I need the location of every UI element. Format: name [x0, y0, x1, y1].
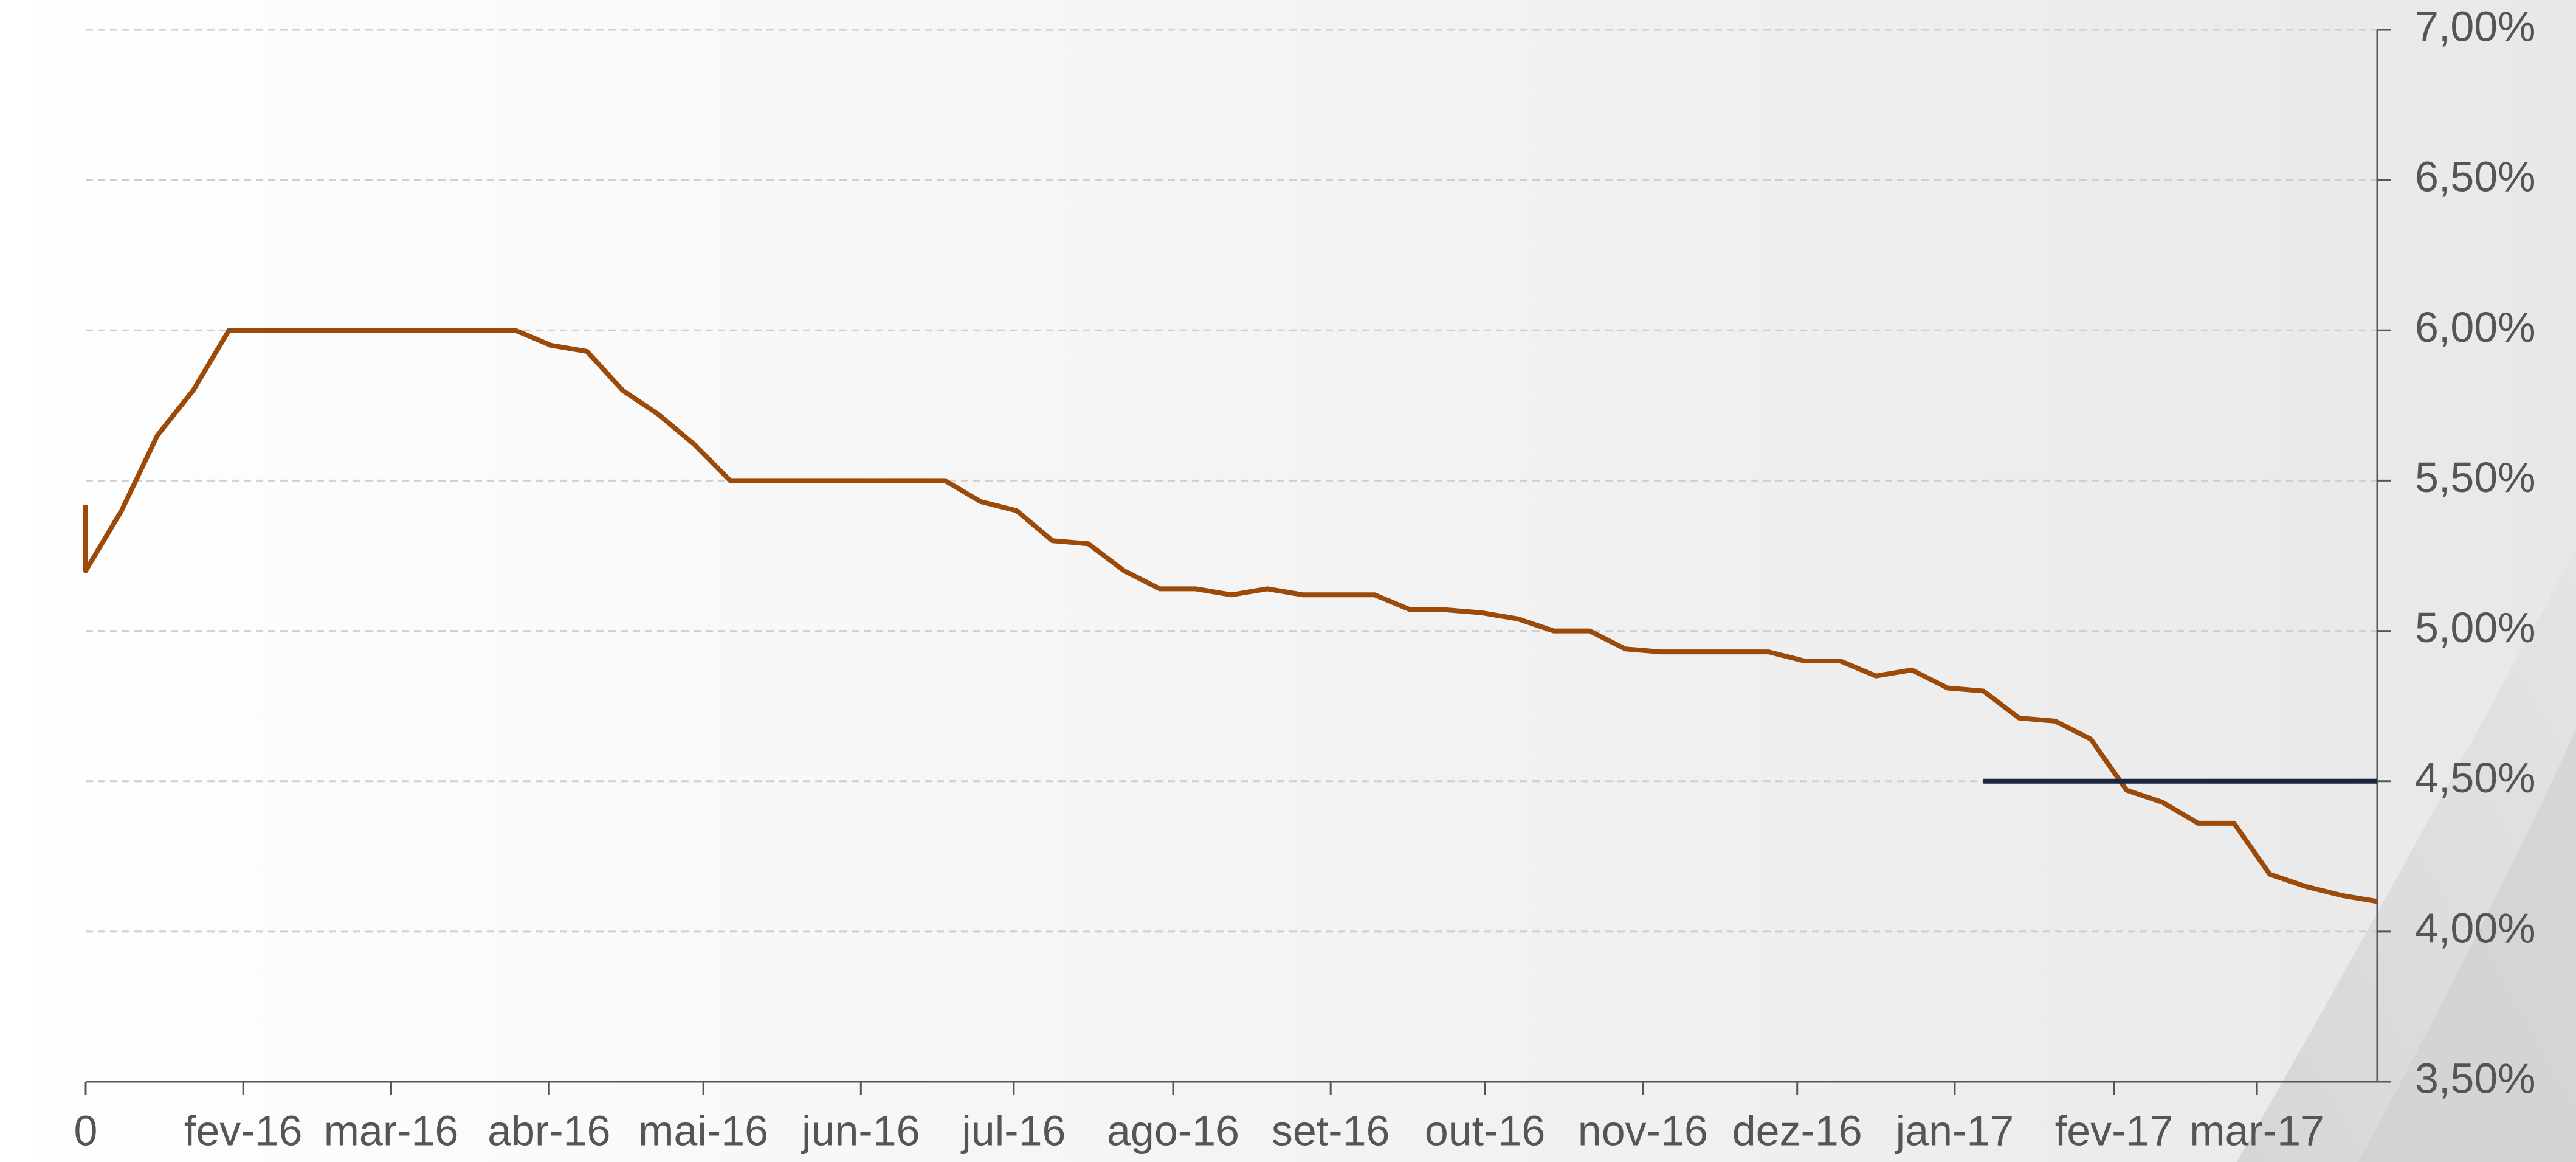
x-tick-label: abr-16 [487, 1107, 610, 1154]
x-tick-label: jan-17 [1895, 1107, 2014, 1154]
x-tick-label: fev-16 [184, 1107, 303, 1154]
decoration [2358, 730, 2576, 1162]
y-tick-label: 4,00% [2415, 904, 2535, 952]
x-tick-label: mai-16 [638, 1107, 768, 1154]
x-tick-label: mar-17 [2189, 1107, 2324, 1154]
x-tick-label: set-16 [1272, 1107, 1390, 1154]
series-line [83, 328, 2378, 904]
x-tick-label: fev-17 [2055, 1107, 2174, 1154]
x-tick-label: out-16 [1425, 1107, 1545, 1154]
y-tick-label: 5,00% [2415, 604, 2535, 651]
x-tick-label: jul-16 [960, 1107, 1066, 1154]
y-tick-label: 6,00% [2415, 303, 2535, 351]
x-tick-label: mar-16 [324, 1107, 459, 1154]
x-tick-label: ago-16 [1107, 1107, 1239, 1154]
y-tick-label: 6,50% [2415, 153, 2535, 201]
x-tick-label: jun-16 [801, 1107, 920, 1154]
y-tick-label: 7,00% [2415, 2, 2535, 50]
x-tick-label: dez-16 [1732, 1107, 1862, 1154]
y-tick-label: 4,50% [2415, 754, 2535, 801]
y-tick-label: 5,50% [2415, 454, 2535, 501]
x-tick-label: 0 [74, 1107, 98, 1154]
y-tick-label: 3,50% [2415, 1054, 2535, 1102]
x-tick-label: nov-16 [1578, 1107, 1708, 1154]
